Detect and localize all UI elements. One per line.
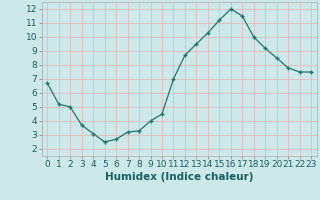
X-axis label: Humidex (Indice chaleur): Humidex (Indice chaleur): [105, 172, 253, 182]
